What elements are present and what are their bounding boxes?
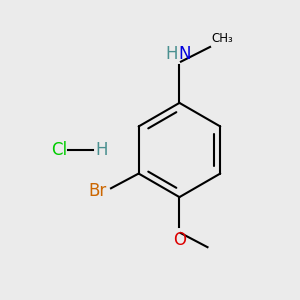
Text: CH₃: CH₃	[212, 32, 233, 46]
Text: H: H	[95, 141, 108, 159]
Text: O: O	[173, 231, 186, 249]
Text: Cl: Cl	[51, 141, 68, 159]
Text: N: N	[178, 45, 190, 63]
Text: H: H	[166, 45, 178, 63]
Text: Br: Br	[88, 182, 106, 200]
